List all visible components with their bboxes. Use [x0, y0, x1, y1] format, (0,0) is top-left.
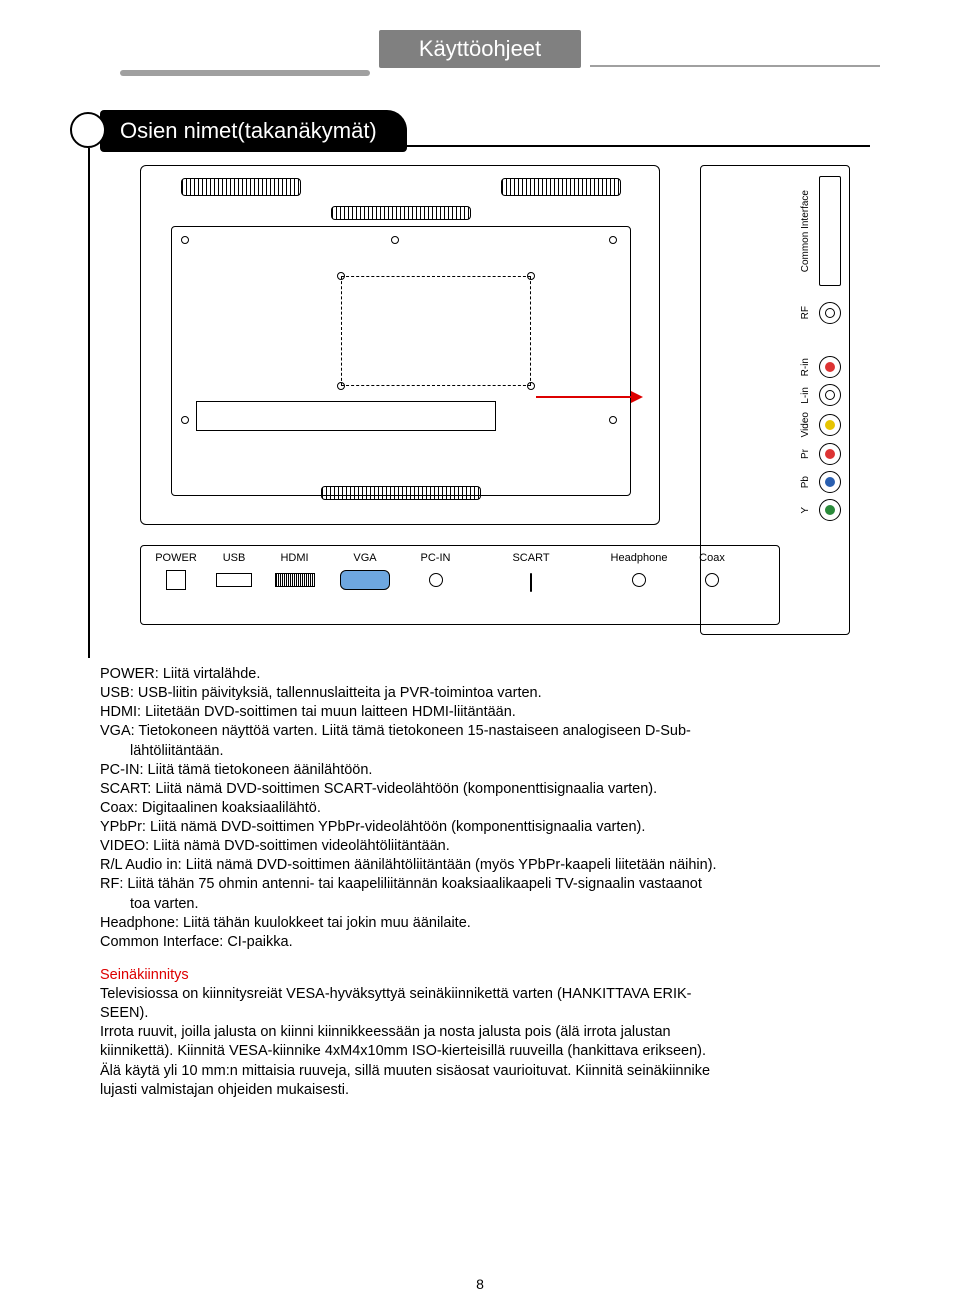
- desc-line: Common Interface: CI-paikka.: [100, 933, 870, 951]
- port-label: HDMI: [267, 552, 322, 564]
- callout-arrow-icon: [536, 396, 641, 398]
- port-label: Pr: [800, 449, 811, 459]
- desc-line: HDMI: Liitetään DVD-soittimen tai muun l…: [100, 703, 870, 721]
- wall-line: Älä käytä yli 10 mm:n mittaisia ruuveja,…: [100, 1062, 870, 1080]
- screw-icon: [609, 236, 617, 244]
- vesa-mount-outline: [341, 276, 531, 386]
- port-label: Headphone: [599, 552, 679, 564]
- header-rule-left: [120, 70, 370, 76]
- vesa-hole-icon: [527, 272, 535, 280]
- bottom-port-panel: POWER USB HDMI VGA PC-IN SCART Headphone…: [140, 545, 780, 625]
- desc-line: VIDEO: Liitä nämä DVD-soittimen videoläh…: [100, 837, 870, 855]
- y-jack-icon: [819, 499, 841, 521]
- wall-line: kiinnikettä). Kiinnitä VESA-kiinnike 4xM…: [100, 1042, 870, 1060]
- port-label: Y: [800, 507, 811, 514]
- video-jack-icon: [819, 414, 841, 436]
- port-label: Video: [800, 412, 811, 437]
- r-in-jack-icon: [819, 356, 841, 378]
- screw-icon: [609, 416, 617, 424]
- desc-line: Coax: Digitaalinen koaksiaalilähtö.: [100, 799, 870, 817]
- wall-line: Televisiossa on kiinnitysreiät VESA-hyvä…: [100, 985, 870, 1003]
- vent-icon: [321, 486, 481, 500]
- port-label: POWER: [151, 552, 201, 564]
- desc-line: PC-IN: Liitä tämä tietokoneen äänilähtöö…: [100, 761, 870, 779]
- port-label: R-in: [800, 358, 811, 376]
- scart-port-icon: [530, 573, 532, 592]
- desc-line: R/L Audio in: Liitä nämä DVD-soittimen ä…: [100, 856, 870, 874]
- desc-line: USB: USB-liitin päivityksiä, tallennusla…: [100, 684, 870, 702]
- desc-line: Headphone: Liitä tähän kuulokkeet tai jo…: [100, 914, 870, 932]
- wall-mount-title: Seinäkiinnitys: [100, 966, 870, 984]
- header-rule-right: [590, 65, 880, 67]
- desc-line: SCART: Liitä nämä DVD-soittimen SCART-vi…: [100, 780, 870, 798]
- tv-back-outline: [140, 165, 660, 525]
- section-rule: [100, 145, 870, 147]
- screw-icon: [181, 236, 189, 244]
- pb-jack-icon: [819, 471, 841, 493]
- vesa-hole-icon: [527, 382, 535, 390]
- screw-icon: [181, 416, 189, 424]
- desc-line: YPbPr: Liitä nämä DVD-soittimen YPbPr-vi…: [100, 818, 870, 836]
- rear-panel-diagram: POWER USB HDMI VGA PC-IN SCART Headphone…: [140, 165, 860, 645]
- wall-line: Irrota ruuvit, joilla jalusta on kiinni …: [100, 1023, 870, 1041]
- vent-icon: [181, 178, 301, 196]
- port-label: SCART: [471, 552, 591, 564]
- port-label: PC-IN: [408, 552, 463, 564]
- port-label: Pb: [800, 476, 811, 488]
- vesa-hole-icon: [337, 382, 345, 390]
- port-label: Common Interface: [800, 190, 811, 272]
- pcin-jack-icon: [429, 573, 443, 587]
- power-port-icon: [166, 570, 186, 590]
- desc-line: toa varten.: [100, 895, 870, 913]
- vent-icon: [501, 178, 621, 196]
- desc-line: RF: Liitä tähän 75 ohmin antenni- tai ka…: [100, 875, 870, 893]
- port-label: VGA: [330, 552, 400, 564]
- page-header-title: Käyttöohjeet: [379, 30, 581, 68]
- hdmi-port-icon: [275, 573, 315, 587]
- port-label: L-in: [800, 387, 811, 404]
- desc-line: POWER: Liitä virtalähde.: [100, 665, 870, 683]
- desc-line: lähtöliitäntään.: [100, 742, 870, 760]
- ci-slot-icon: [819, 176, 841, 286]
- vent-icon: [331, 206, 471, 220]
- pr-jack-icon: [819, 443, 841, 465]
- side-port-panel: Common Interface RF R-in L-in Video Pr P…: [700, 165, 850, 635]
- section-bullet-icon: [70, 112, 106, 148]
- desc-line: VGA: Tietokoneen näyttöä varten. Liitä t…: [100, 722, 870, 740]
- wall-line: lujasti valmistajan ohjeiden mukaisesti.: [100, 1081, 870, 1099]
- port-label: USB: [209, 552, 259, 564]
- screw-icon: [391, 236, 399, 244]
- vesa-hole-icon: [337, 272, 345, 280]
- description-text: POWER: Liitä virtalähde. USB: USB-liitin…: [100, 665, 870, 1100]
- usb-port-icon: [216, 573, 252, 587]
- wall-line: SEEN).: [100, 1004, 870, 1022]
- port-strip-icon: [196, 401, 496, 431]
- page-number: 8: [0, 1276, 960, 1292]
- headphone-jack-icon: [632, 573, 646, 587]
- section-left-border: [88, 148, 90, 658]
- vga-port-icon: [340, 570, 390, 590]
- port-label: RF: [800, 306, 811, 319]
- l-in-jack-icon: [819, 384, 841, 406]
- rf-jack-icon: [819, 302, 841, 324]
